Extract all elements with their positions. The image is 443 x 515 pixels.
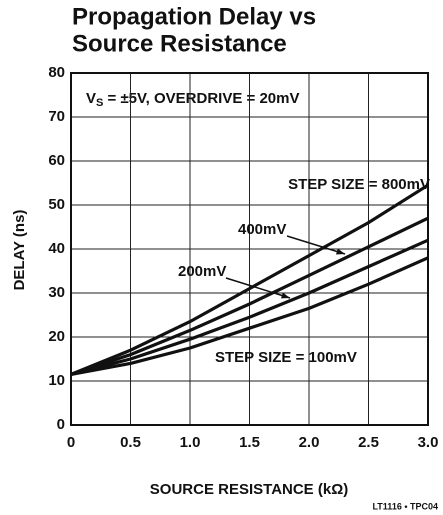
x-tick-label: 3.0 [418,434,439,451]
x-tick-label: 0.5 [120,434,141,451]
curve [70,183,429,376]
curve [70,238,429,376]
y-tick-label: 30 [48,284,65,301]
arrow-head [281,292,290,299]
y-axis-label: DELAY (ns) [11,210,28,291]
curve [70,256,429,376]
series-label: STEP SIZE = 800mV [288,176,430,193]
y-tick-label: 0 [57,416,65,433]
chart-title: Propagation Delay vs [72,3,316,30]
footer: LT1116 • TPC04 [372,501,438,511]
plot-frame [70,72,429,426]
y-tick-label: 60 [48,152,65,169]
y-tick-label: 80 [48,64,65,81]
y-tick-label: 50 [48,196,65,213]
curve [70,216,429,376]
y-tick-label: 20 [48,328,65,345]
y-tick-label: 40 [48,240,65,257]
x-axis-label: SOURCE RESISTANCE (kΩ) [150,481,348,498]
y-tick-label: 70 [48,108,65,125]
label-arrow [225,277,291,299]
series-label: STEP SIZE = 100mV [215,349,357,366]
arrow-head [336,248,345,255]
annotation: VS = ±5V, OVERDRIVE = 20mV [86,90,299,109]
label-arrow [286,235,346,255]
x-tick-label: 2.5 [358,434,379,451]
chart-title: Source Resistance [72,30,287,57]
y-tick-label: 10 [48,372,65,389]
x-tick-label: 0 [67,434,75,451]
x-tick-label: 1.5 [239,434,260,451]
series-label: 400mV [238,221,286,238]
x-tick-label: 1.0 [180,434,201,451]
x-tick-label: 2.0 [299,434,320,451]
series-label: 200mV [178,263,226,280]
